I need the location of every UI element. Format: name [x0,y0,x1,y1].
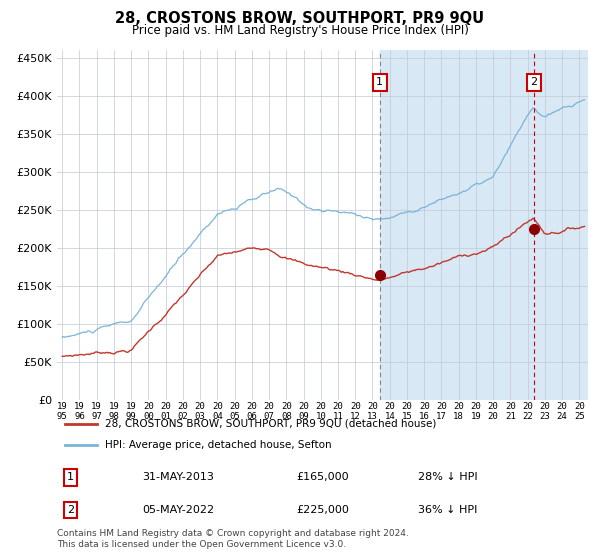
Text: £165,000: £165,000 [296,473,349,482]
Text: 2: 2 [67,505,74,515]
Bar [380,50,588,400]
Text: 2: 2 [530,77,537,87]
Text: 05-MAY-2022: 05-MAY-2022 [142,505,214,515]
Text: HPI: Average price, detached house, Sefton: HPI: Average price, detached house, Seft… [105,440,331,450]
Text: 31-MAY-2013: 31-MAY-2013 [142,473,214,482]
Text: 1: 1 [376,77,383,87]
Text: 36% ↓ HPI: 36% ↓ HPI [418,505,478,515]
Text: 1: 1 [67,473,74,482]
Text: 28, CROSTONS BROW, SOUTHPORT, PR9 9QU (detached house): 28, CROSTONS BROW, SOUTHPORT, PR9 9QU (d… [105,419,436,429]
Text: Price paid vs. HM Land Registry's House Price Index (HPI): Price paid vs. HM Land Registry's House … [131,24,469,36]
Text: 28% ↓ HPI: 28% ↓ HPI [418,473,478,482]
Text: Contains HM Land Registry data © Crown copyright and database right 2024.
This d: Contains HM Land Registry data © Crown c… [57,529,409,549]
Text: £225,000: £225,000 [296,505,349,515]
Text: 28, CROSTONS BROW, SOUTHPORT, PR9 9QU: 28, CROSTONS BROW, SOUTHPORT, PR9 9QU [115,11,485,26]
